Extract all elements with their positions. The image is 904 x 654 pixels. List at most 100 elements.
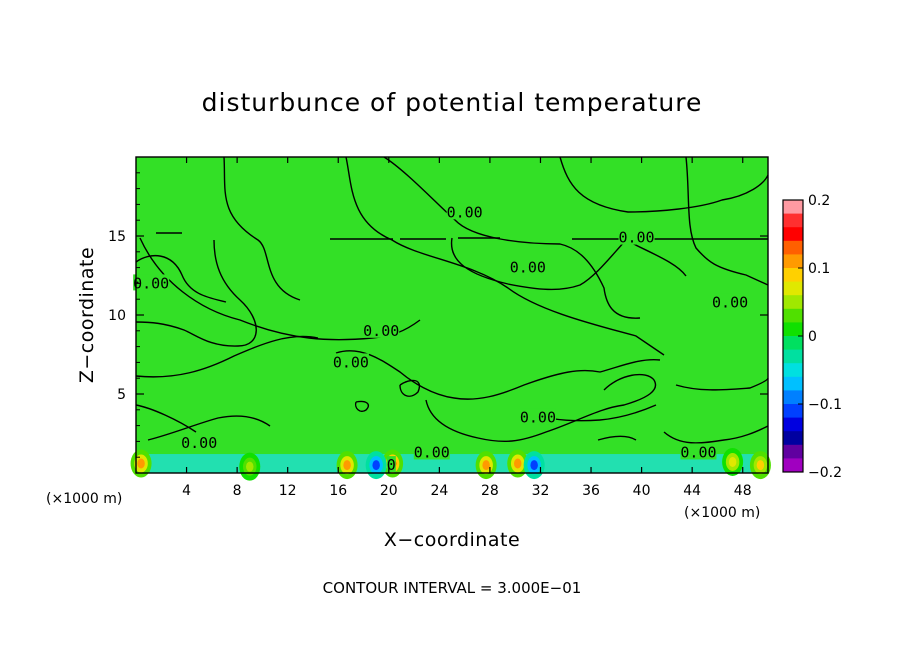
colorbar-segment xyxy=(783,322,803,337)
contour-label-bg xyxy=(133,274,170,291)
colorbar-segment xyxy=(783,404,803,419)
x-tick-label: 20 xyxy=(380,483,398,499)
y-tick-label: 5 xyxy=(117,387,126,403)
contour-label: 0.00 xyxy=(181,434,217,452)
colorbar-segment xyxy=(783,295,803,310)
contour-label: 0.00 xyxy=(680,443,716,461)
colorbar-tick-label: −0.2 xyxy=(808,465,842,481)
contour-label: 0.00 xyxy=(510,259,546,277)
x-tick-label: 48 xyxy=(734,483,752,499)
contour-label-bg xyxy=(363,321,400,338)
anomaly-blob xyxy=(137,458,145,469)
contour-label: 0.00 xyxy=(333,353,369,371)
colorbar-segment xyxy=(783,200,803,215)
contour-line xyxy=(685,156,769,286)
contour-label: 0.00 xyxy=(414,443,450,461)
colorbar-segment xyxy=(783,254,803,269)
x-tick-label: 4 xyxy=(182,483,191,499)
contour-line xyxy=(663,425,769,444)
anomaly-blob xyxy=(728,456,737,467)
contour-line xyxy=(675,377,769,391)
colorbar-tick-label: 0.1 xyxy=(808,261,830,277)
contour-label-bg xyxy=(413,443,450,460)
colorbar: 0.2 0.1 0 −0.1 −0.2 xyxy=(782,193,842,481)
contour-line xyxy=(354,400,370,412)
colorbar-segment xyxy=(783,349,803,364)
contour-line xyxy=(135,255,227,303)
x-tick-label: 44 xyxy=(683,483,701,499)
contour-label-bg xyxy=(332,353,369,370)
anomaly-blob xyxy=(756,460,765,471)
x-tick-label: 40 xyxy=(633,483,651,499)
contour-line xyxy=(335,350,661,400)
colorbar-segment xyxy=(783,458,803,473)
colorbar-segment xyxy=(783,227,803,242)
contour-label-bg xyxy=(519,408,556,425)
contour-line xyxy=(345,156,665,356)
x-tick-label: 12 xyxy=(279,483,297,499)
surface-band xyxy=(136,454,768,473)
colorbar-segment xyxy=(783,390,803,405)
colorbar-segment xyxy=(783,281,803,296)
contour-line xyxy=(597,435,637,441)
colorbar-segment xyxy=(783,417,803,432)
contour-line xyxy=(425,373,657,443)
contour-line xyxy=(135,335,319,378)
colorbar-segment xyxy=(783,376,803,391)
anomaly-blob xyxy=(530,460,538,471)
contour-labels: 0.00 0.00 0.00 0.00 0.00 0.00 0.00 0.00 0.00 0.00… xyxy=(133,203,748,474)
colorbar-segment xyxy=(783,308,803,323)
contour-line xyxy=(399,379,421,397)
x-tick-label: 24 xyxy=(430,483,448,499)
colorbar-tick-label: 0.2 xyxy=(808,193,830,209)
colorbar-tick-label: 0 xyxy=(808,329,817,345)
colorbar-segment xyxy=(783,213,803,228)
x-axis-label: X−coordinate xyxy=(384,529,520,551)
contour-interval-note: CONTOUR INTERVAL = 3.000E−01 xyxy=(323,579,582,597)
contour-label-bg xyxy=(618,228,655,245)
plot-area: 0.00 0.00 0.00 0.00 0.00 0.00 0.00 0.00 0.00 0.00… xyxy=(108,156,771,499)
x-unit-right: (×1000 m) xyxy=(684,505,760,521)
y-tick-label: 10 xyxy=(108,308,126,324)
contour-line xyxy=(559,156,769,213)
colorbar-segment xyxy=(783,336,803,351)
x-unit-left: (×1000 m) xyxy=(46,491,122,507)
chart-title: disturbunce of potential temperature xyxy=(202,88,703,117)
contour-label: 0.00 xyxy=(363,322,399,340)
contour-label-bg xyxy=(509,258,546,275)
anomaly-blob xyxy=(343,460,351,471)
y-tick-label: 15 xyxy=(108,229,126,245)
anomaly-blob xyxy=(513,458,522,469)
anomaly-blob xyxy=(372,460,380,471)
y-axis-label: Z−coordinate xyxy=(76,247,98,383)
x-tick-label: 32 xyxy=(532,483,550,499)
contour-line xyxy=(147,415,271,441)
contour-line xyxy=(135,404,197,433)
contour-line xyxy=(450,237,687,291)
colorbar-segment xyxy=(783,363,803,378)
contour-line xyxy=(223,156,301,301)
contour-label-bg xyxy=(712,293,749,310)
contour-label-bg xyxy=(446,203,483,220)
colorbar-segment xyxy=(783,431,803,446)
contour-label: 0.00 xyxy=(520,409,556,427)
contour-label: 0.00 xyxy=(618,229,654,247)
contour-line xyxy=(135,239,257,347)
anomaly-blob xyxy=(246,461,254,472)
contour-label-bg xyxy=(181,433,218,450)
x-tick-label: 16 xyxy=(329,483,347,499)
x-tick-label: 8 xyxy=(233,483,242,499)
contour-label: 0.00 xyxy=(133,274,169,292)
x-tick-label: 28 xyxy=(481,483,499,499)
anomaly-blob xyxy=(482,460,490,471)
contour-label: 0.00 xyxy=(712,293,748,311)
contour-label: 0.00 xyxy=(447,203,483,221)
contour-line xyxy=(383,156,641,319)
colorbar-segment xyxy=(783,240,803,255)
x-tick-label: 36 xyxy=(582,483,600,499)
contour-label-bg xyxy=(386,456,396,473)
contour-label-bg xyxy=(680,443,717,460)
colorbar-tick-label: −0.1 xyxy=(808,397,842,413)
